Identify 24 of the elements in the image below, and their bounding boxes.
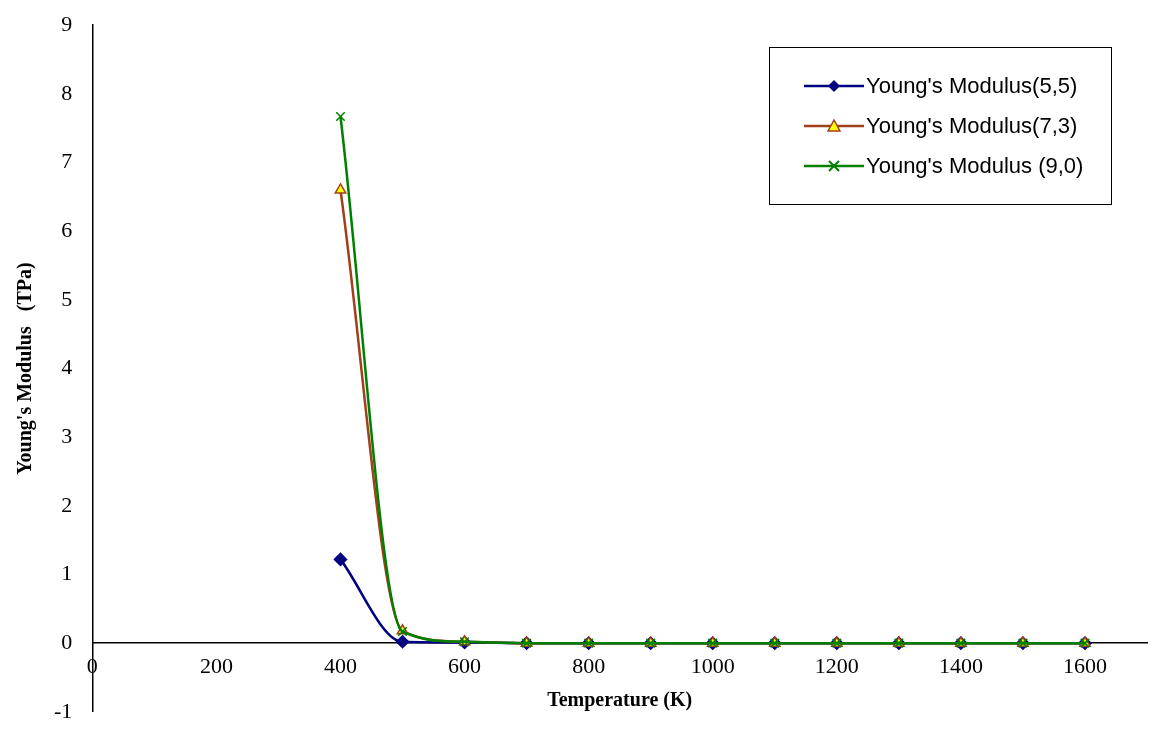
y-tick-label: -1: [54, 697, 73, 723]
y-tick-label: 3: [61, 422, 73, 448]
x-tick-label: 800: [572, 653, 606, 679]
legend-label: Young's Modulus(5,5): [866, 73, 1078, 100]
x-tick-label: 1000: [690, 653, 735, 679]
legend-label: Young's Modulus(7,3): [866, 113, 1078, 140]
x-tick-label: 1200: [814, 653, 859, 679]
x-tick-label: 1400: [938, 653, 983, 679]
y-tick-label: 4: [61, 354, 73, 380]
legend-label: Young's Modulus (9,0): [866, 153, 1084, 180]
x-tick-label: 200: [199, 653, 233, 679]
x-tick-label: 1600: [1062, 653, 1107, 679]
y-tick-label: 2: [61, 491, 73, 517]
x-tick-label: 400: [323, 653, 357, 679]
y-tick-label: 0: [61, 628, 73, 654]
x-axis-title: Temperature (K): [547, 687, 693, 711]
y-tick-label: 5: [61, 285, 73, 311]
y-tick-label: 7: [61, 148, 73, 174]
y-tick-label: 9: [61, 10, 73, 36]
y-tick-label: 1: [61, 560, 73, 586]
x-tick-label: 600: [448, 653, 482, 679]
y-axis-title: Young's Modulus (TPa): [13, 262, 37, 475]
y-tick-label: 6: [61, 216, 73, 242]
y-tick-label: 8: [61, 79, 73, 105]
